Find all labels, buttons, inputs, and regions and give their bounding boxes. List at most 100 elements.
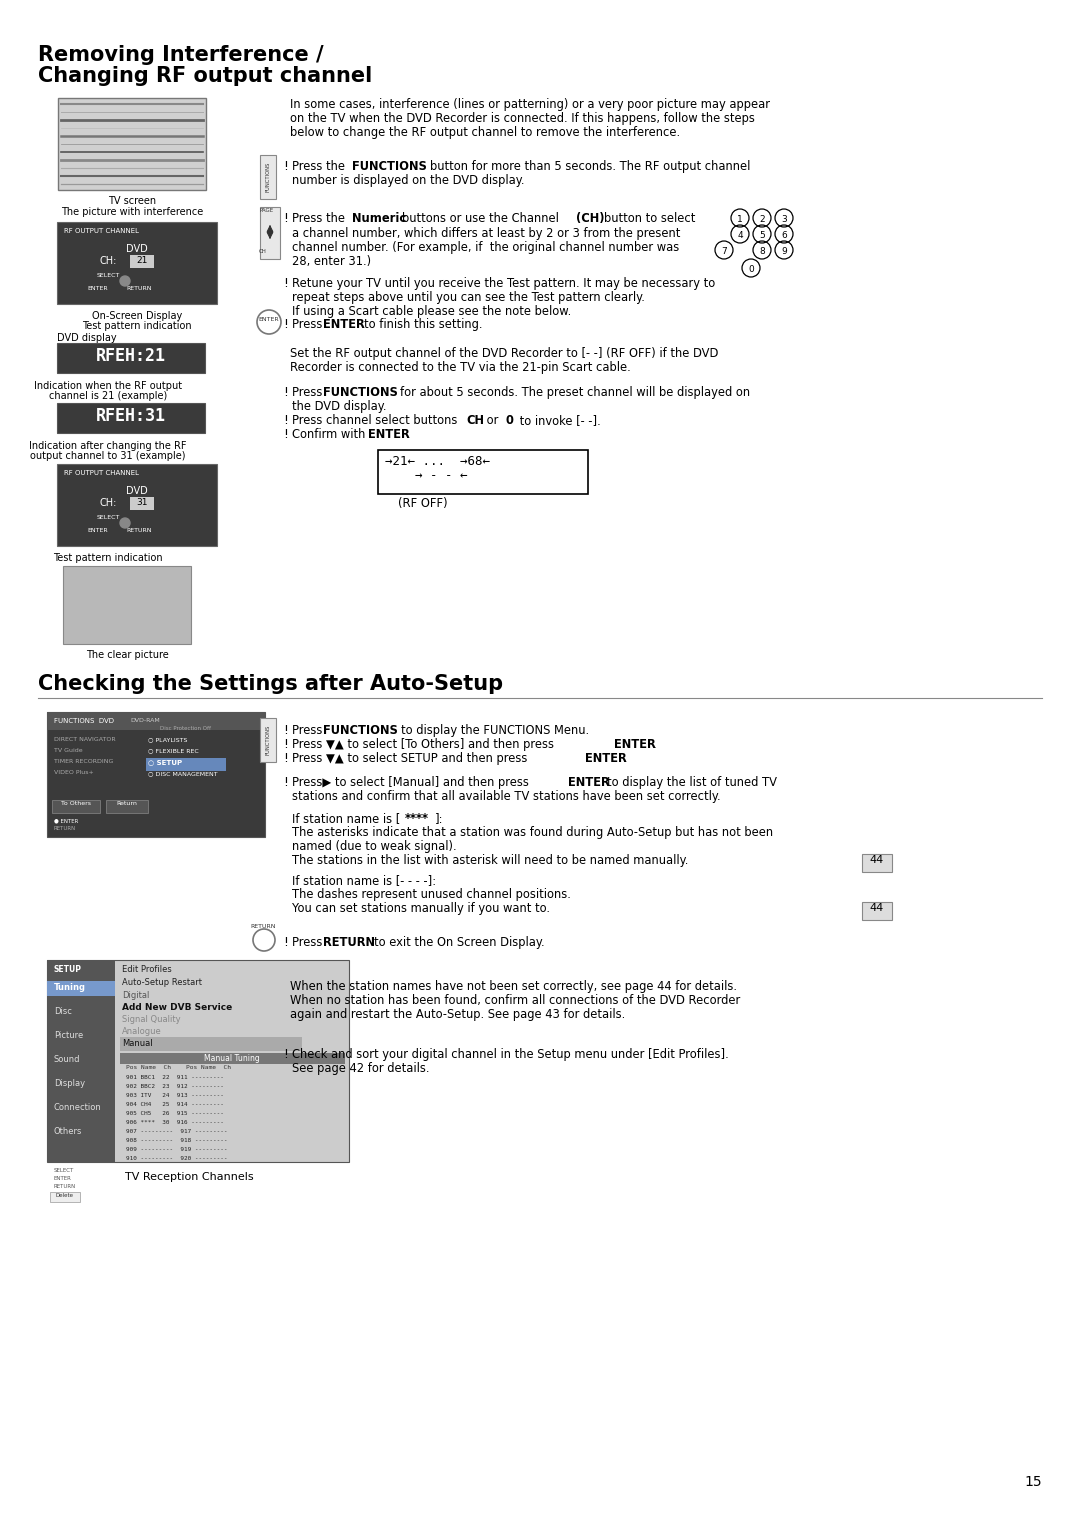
Bar xyxy=(260,207,280,259)
Bar xyxy=(48,960,349,1163)
Bar xyxy=(48,712,265,730)
Text: number is displayed on the DVD display.: number is displayed on the DVD display. xyxy=(292,174,525,188)
Bar xyxy=(57,463,217,547)
Text: DVD-RAM: DVD-RAM xyxy=(130,718,160,724)
Text: below to change the RF output channel to remove the interference.: below to change the RF output channel to… xyxy=(291,126,680,139)
Text: On-Screen Display: On-Screen Display xyxy=(92,310,183,321)
Text: 908 ---------  918 ---------: 908 --------- 918 --------- xyxy=(126,1139,228,1143)
Bar xyxy=(120,1037,302,1051)
Text: TV screen: TV screen xyxy=(108,195,157,206)
Text: Tuning: Tuning xyxy=(54,983,86,992)
Text: 4: 4 xyxy=(738,232,743,241)
Text: Press ▼▲ to select [To Others] and then press: Press ▼▲ to select [To Others] and then … xyxy=(292,737,557,751)
Text: again and restart the Auto-Setup. See page 43 for details.: again and restart the Auto-Setup. See pa… xyxy=(291,1008,625,1020)
Text: ● ENTER: ● ENTER xyxy=(54,818,79,824)
Text: FUNCTIONS  DVD: FUNCTIONS DVD xyxy=(54,718,119,724)
Text: !: ! xyxy=(283,277,288,291)
Text: ****: **** xyxy=(405,812,429,825)
Text: 3: 3 xyxy=(781,215,787,224)
Text: SELECT: SELECT xyxy=(97,273,120,279)
Text: Press: Press xyxy=(292,386,326,400)
Text: ENTER: ENTER xyxy=(615,737,656,751)
Text: the DVD display.: the DVD display. xyxy=(292,400,387,413)
Text: Confirm with: Confirm with xyxy=(292,428,369,441)
Text: Changing RF output channel: Changing RF output channel xyxy=(38,67,373,86)
Text: channel number. (For example, if  the original channel number was: channel number. (For example, if the ori… xyxy=(292,241,679,254)
Text: to display the list of tuned TV: to display the list of tuned TV xyxy=(607,777,777,789)
Text: RF OUTPUT CHANNEL: RF OUTPUT CHANNEL xyxy=(64,469,139,475)
Text: 902 BBC2  23  912 ---------: 902 BBC2 23 912 --------- xyxy=(126,1084,224,1089)
Text: 9: 9 xyxy=(781,247,787,256)
Text: ENTER: ENTER xyxy=(568,777,610,789)
Text: When no station has been found, confirm all connections of the DVD Recorder: When no station has been found, confirm … xyxy=(291,995,740,1007)
Text: ○ FLEXIBLE REC: ○ FLEXIBLE REC xyxy=(148,748,199,752)
Text: 901 BBC1  22  911 ---------: 901 BBC1 22 911 --------- xyxy=(126,1075,224,1079)
Bar xyxy=(146,759,226,771)
Text: You can set stations manually if you want to.: You can set stations manually if you wan… xyxy=(292,902,550,914)
Circle shape xyxy=(120,518,130,528)
Bar xyxy=(130,497,154,510)
Circle shape xyxy=(120,276,130,286)
Text: stations and confirm that all available TV stations have been set correctly.: stations and confirm that all available … xyxy=(292,790,720,802)
Text: channel is 21 (example): channel is 21 (example) xyxy=(49,391,167,401)
Bar xyxy=(106,799,148,813)
Text: If using a Scart cable please see the note below.: If using a Scart cable please see the no… xyxy=(292,304,571,318)
Bar xyxy=(48,712,265,837)
Text: FUNCTIONS: FUNCTIONS xyxy=(266,162,270,192)
Text: TV Guide: TV Guide xyxy=(54,748,83,752)
Text: CH:: CH: xyxy=(100,256,118,266)
Text: CH: CH xyxy=(259,248,267,254)
Text: FUNCTIONS: FUNCTIONS xyxy=(352,160,427,173)
Text: 0: 0 xyxy=(748,265,754,274)
Text: ENTER: ENTER xyxy=(259,316,280,322)
Text: Press: Press xyxy=(292,318,326,332)
Text: !: ! xyxy=(283,428,288,441)
Text: FUNCTIONS: FUNCTIONS xyxy=(266,725,270,755)
Text: RF OUTPUT CHANNEL: RF OUTPUT CHANNEL xyxy=(64,229,139,235)
Text: Digital: Digital xyxy=(122,992,149,1001)
Text: RETURN: RETURN xyxy=(54,827,77,831)
Text: Disc Protection Off: Disc Protection Off xyxy=(160,727,211,731)
Text: .: . xyxy=(406,428,409,441)
Text: !: ! xyxy=(283,936,288,949)
Bar xyxy=(57,344,205,372)
Text: ○ PLAYLISTS: ○ PLAYLISTS xyxy=(148,737,187,742)
Text: 904 CH4   25  914 ---------: 904 CH4 25 914 --------- xyxy=(126,1102,224,1107)
Text: for about 5 seconds. The preset channel will be displayed on: for about 5 seconds. The preset channel … xyxy=(400,386,751,400)
Text: ENTER: ENTER xyxy=(54,1176,72,1181)
Text: !: ! xyxy=(283,777,288,789)
Text: Manual Tuning: Manual Tuning xyxy=(204,1054,260,1063)
Text: ENTER: ENTER xyxy=(87,528,108,533)
Text: 28, enter 31.): 28, enter 31.) xyxy=(292,254,372,268)
Text: Add New DVB Service: Add New DVB Service xyxy=(122,1002,232,1011)
Text: Retune your TV until you receive the Test pattern. It may be necessary to: Retune your TV until you receive the Tes… xyxy=(292,277,715,291)
Text: Signal Quality: Signal Quality xyxy=(122,1014,180,1023)
Bar xyxy=(120,1054,345,1064)
Text: (CH): (CH) xyxy=(576,212,605,226)
Text: PAGE: PAGE xyxy=(259,207,273,213)
Text: 21: 21 xyxy=(136,256,148,265)
Text: RFEH:21: RFEH:21 xyxy=(96,347,166,365)
Text: Indication when the RF output: Indication when the RF output xyxy=(33,382,183,391)
Text: !: ! xyxy=(283,212,288,226)
Text: Connection: Connection xyxy=(54,1104,102,1111)
Bar xyxy=(260,154,276,198)
Text: 910 ---------  920 ---------: 910 --------- 920 --------- xyxy=(126,1157,228,1161)
Text: 7: 7 xyxy=(721,247,727,256)
Text: Press the: Press the xyxy=(292,160,349,173)
Text: RETURN: RETURN xyxy=(323,936,375,949)
Text: Picture: Picture xyxy=(54,1031,83,1040)
Text: Delete: Delete xyxy=(56,1193,75,1198)
Text: Sound: Sound xyxy=(54,1055,81,1064)
Text: Press▶ to select [Manual] and then press: Press▶ to select [Manual] and then press xyxy=(292,777,532,789)
Text: FUNCTIONS: FUNCTIONS xyxy=(323,386,397,400)
Text: RFEH:31: RFEH:31 xyxy=(96,407,166,425)
Text: (RF OFF): (RF OFF) xyxy=(399,497,447,510)
Text: Others: Others xyxy=(54,1126,82,1136)
Text: DVD display: DVD display xyxy=(57,333,117,344)
Text: Test pattern indication: Test pattern indication xyxy=(53,553,163,563)
Text: Manual: Manual xyxy=(122,1039,152,1048)
Text: DVD: DVD xyxy=(126,244,148,254)
Text: 5: 5 xyxy=(759,232,765,241)
Text: Pos Name  Ch    Pos Name  Ch: Pos Name Ch Pos Name Ch xyxy=(126,1064,231,1070)
